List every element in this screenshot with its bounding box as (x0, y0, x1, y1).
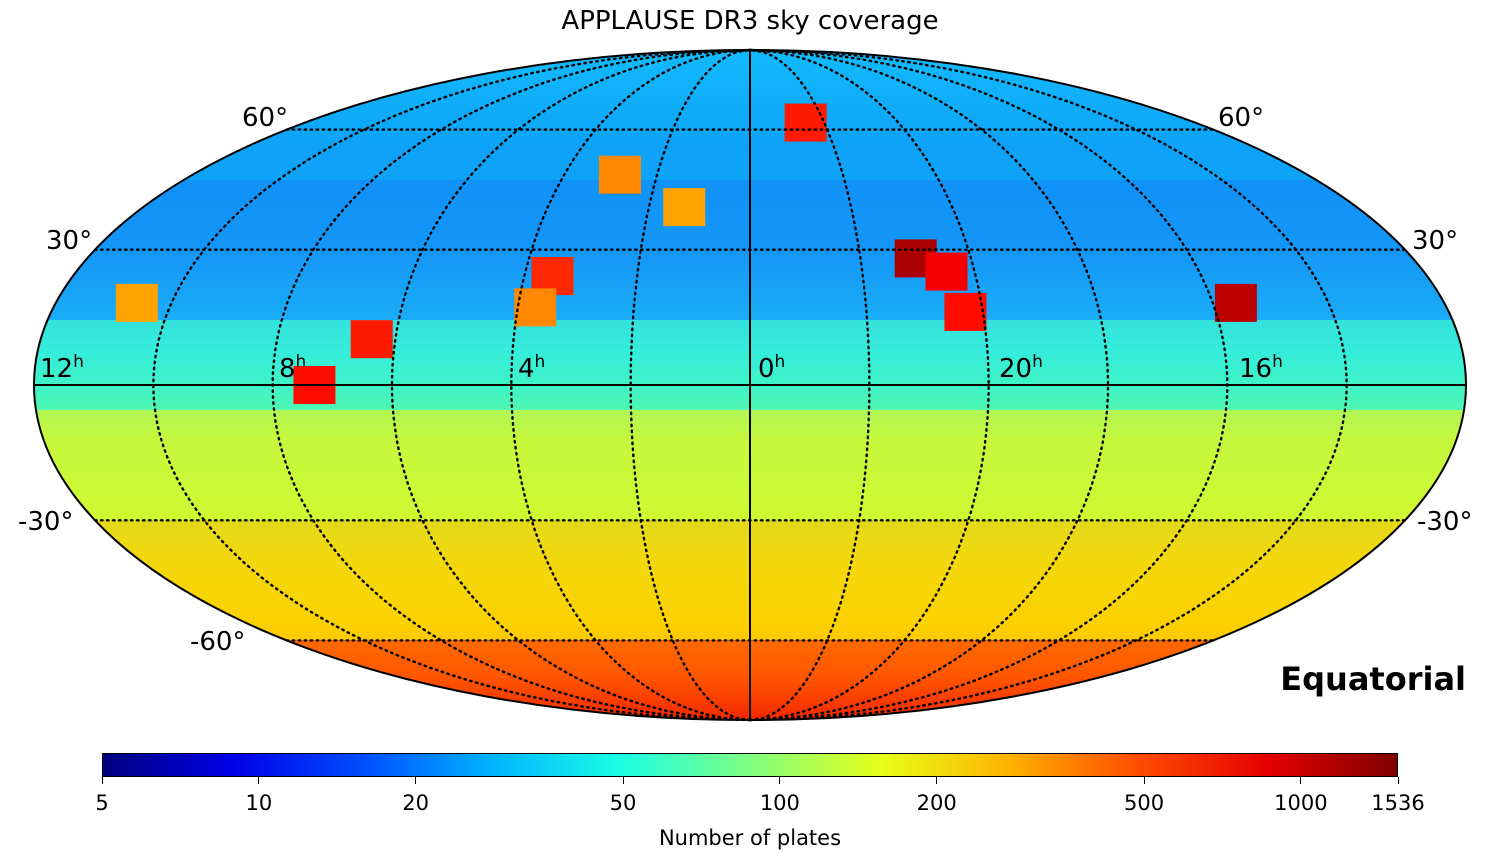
plate-hotspot (944, 292, 987, 331)
colorbar-tick-label: 5 (95, 791, 109, 815)
plate-hotspot (115, 283, 158, 322)
colorbar-tick-label: 200 (916, 791, 957, 815)
plate-hotspot (663, 188, 706, 227)
colorbar-tick-label: 1536 (1371, 791, 1425, 815)
parallel-label-60-right: 60° (1218, 103, 1265, 133)
plate-hotspot (784, 103, 827, 142)
colorbar-tick (1143, 777, 1145, 784)
plate-hotspot (1214, 283, 1257, 322)
plate-hotspot (350, 320, 393, 359)
meridian-label-4h: 4h (518, 352, 546, 385)
parallel-label-minus60: -60° (190, 627, 246, 657)
meridian-label-0h: 0h (758, 352, 786, 385)
meridian-line (510, 48, 752, 722)
colorbar-tick-label: 500 (1123, 791, 1165, 815)
projection-label: Equatorial (1280, 660, 1466, 698)
colorbar-tick (779, 777, 781, 784)
colorbar-tick (258, 777, 260, 784)
colorbar-tick (622, 777, 624, 784)
plate-hotspot (598, 155, 641, 194)
meridian-label-20h: 20h (999, 352, 1043, 385)
parallel-label-60-left: 60° (242, 103, 289, 133)
meridian-line (390, 48, 752, 722)
colorbar-tick-label: 20 (402, 791, 430, 815)
meridian-label-8h: 8h (279, 352, 307, 385)
parallel-label-minus30-right: -30° (1417, 507, 1473, 537)
colorbar (102, 753, 1398, 777)
plate-hotspot (514, 288, 557, 327)
map-title: APPLAUSE DR3 sky coverage (561, 6, 939, 36)
colorbar-tick (1397, 777, 1399, 784)
colorbar-tick-label: 50 (609, 791, 637, 815)
colorbar-tick-label: 100 (759, 791, 800, 815)
parallel-label-minus30-left: -30° (18, 507, 74, 537)
colorbar-tick (936, 777, 938, 784)
colorbar-tick (101, 777, 103, 784)
plate-hotspot (925, 252, 968, 291)
colorbar-tick-label: 10 (245, 791, 273, 815)
colorbar-tick (415, 777, 417, 784)
meridian-label-16h: 16h (1239, 352, 1283, 385)
parallel-label-30-right: 30° (1412, 226, 1459, 256)
colorbar-tick-label: 1000 (1274, 791, 1328, 815)
meridian-label-12h: 12h (40, 352, 84, 385)
colorbar-tick (1300, 777, 1302, 784)
colorbar-label: Number of plates (658, 826, 842, 850)
parallel-label-30-left: 30° (46, 226, 93, 256)
